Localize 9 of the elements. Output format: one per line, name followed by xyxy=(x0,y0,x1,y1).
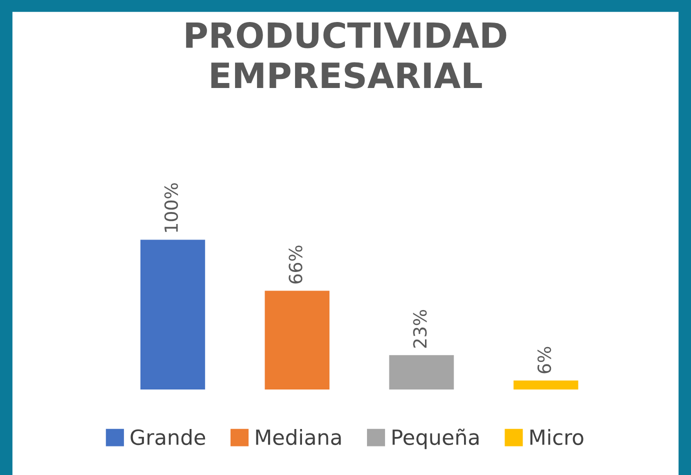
legend-label: Mediana xyxy=(256,428,341,446)
chart-title: PRODUCTIVIDAD EMPRESARIAL xyxy=(186,22,506,88)
data-label: 100% xyxy=(164,183,178,232)
legend-label: Micro xyxy=(530,428,584,446)
legend-label: Pequeña xyxy=(392,428,479,450)
data-label: 23% xyxy=(413,310,427,348)
data-label: 6% xyxy=(537,346,552,374)
data-label: 66% xyxy=(288,246,302,284)
legend-label: Grande xyxy=(130,428,206,446)
